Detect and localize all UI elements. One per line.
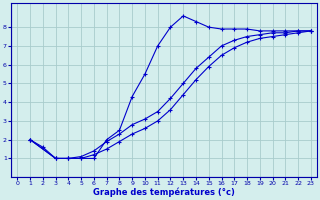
X-axis label: Graphe des températures (°c): Graphe des températures (°c) <box>93 188 235 197</box>
